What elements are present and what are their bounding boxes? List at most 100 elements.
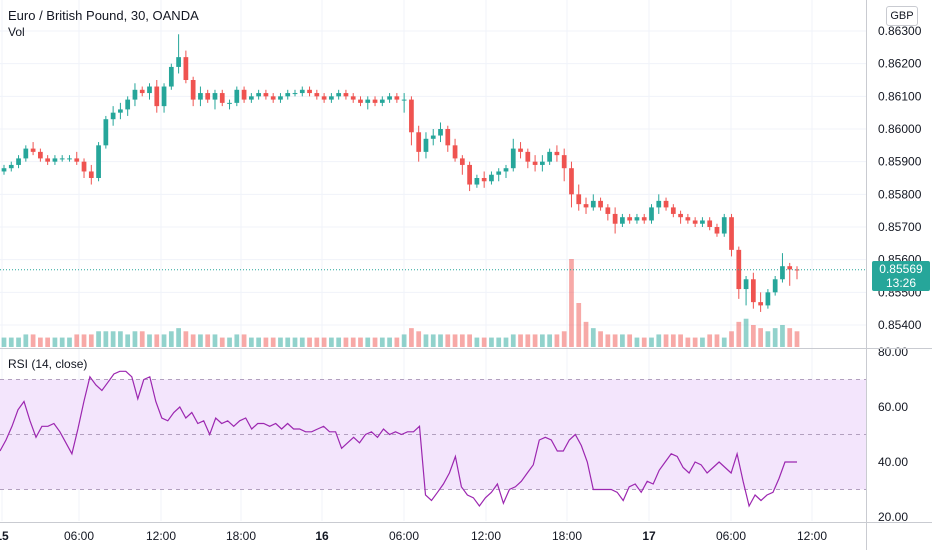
candle-body <box>729 217 734 250</box>
candle-body <box>183 57 189 80</box>
candle-body <box>525 151 531 162</box>
time-tick-label: 06:00 <box>389 529 419 543</box>
volume-bar <box>307 337 312 347</box>
volume-bar <box>496 337 502 347</box>
rsi-tick-label: 40.00 <box>878 455 908 469</box>
volume-bar <box>758 328 763 347</box>
candle-body <box>38 151 43 159</box>
time-tick-label: 12:00 <box>471 529 501 543</box>
volume-bar <box>321 337 327 347</box>
candle-body <box>23 148 29 159</box>
time-tick-label: 18:00 <box>226 529 256 543</box>
candle-body <box>692 220 698 224</box>
volume-bar <box>139 331 145 347</box>
volume-bar <box>379 337 385 347</box>
volume-bar <box>74 334 80 347</box>
volume-bar <box>132 331 138 347</box>
volume-bar <box>103 331 109 347</box>
time-tick-label: 12:00 <box>797 529 827 543</box>
candle-body <box>147 86 152 94</box>
price-tick-label: 0.85900 <box>878 155 922 169</box>
candle-body <box>459 158 465 165</box>
candle-body <box>634 217 640 221</box>
chart-title: Euro / British Pound, 30, OANDA <box>8 8 199 23</box>
candle-body <box>350 96 356 100</box>
volume-bar <box>16 337 21 347</box>
candle-body <box>547 151 553 162</box>
last-price-value: 0.85569 <box>879 262 923 276</box>
currency-button[interactable]: GBP <box>886 6 918 26</box>
candle-body <box>554 151 560 156</box>
volume-bar <box>387 337 392 347</box>
price-tick-label: 0.85400 <box>878 318 922 332</box>
volume-bar <box>45 337 51 347</box>
candle-body <box>780 266 785 280</box>
volume-bar <box>430 334 436 347</box>
volume-bar <box>554 334 560 347</box>
time-tick-label: 06:00 <box>64 529 94 543</box>
time-tick-label: 16 <box>315 529 329 543</box>
candle-body <box>423 138 429 152</box>
volume-bar <box>38 337 43 347</box>
candle-body <box>139 89 145 94</box>
candle-body <box>620 217 625 224</box>
volume-bar <box>772 328 778 347</box>
price-tick-label: 0.85700 <box>878 220 922 234</box>
volume-bar <box>576 303 582 347</box>
candle-body <box>132 89 138 100</box>
candle-body <box>219 93 225 103</box>
volume-bar <box>314 337 320 347</box>
volume-bar <box>52 337 58 347</box>
candle-body <box>205 93 211 100</box>
volume-bar <box>474 337 480 347</box>
candle-body <box>161 86 167 107</box>
volume-bar <box>787 328 793 347</box>
candle-body <box>248 96 254 100</box>
volume-bar <box>561 331 567 347</box>
candle-body <box>314 93 320 97</box>
volume-bar <box>96 331 101 347</box>
volume-bar <box>336 337 342 347</box>
candle-body <box>292 93 298 95</box>
candle-body <box>358 99 363 103</box>
volume-bar <box>656 334 662 347</box>
volume-bar <box>794 331 800 347</box>
volume-bar <box>634 337 640 347</box>
candle-body <box>721 217 727 234</box>
candle-body <box>212 93 218 100</box>
volume-bar <box>241 334 247 347</box>
volume-bar <box>510 334 516 347</box>
volume-bar <box>525 334 531 347</box>
candle-body <box>678 213 683 218</box>
candle-body <box>758 302 763 306</box>
volume-bar <box>692 337 698 347</box>
rsi-tick-label: 20.00 <box>878 510 908 524</box>
time-tick-label: 15 <box>0 529 9 543</box>
candle-body <box>329 96 334 100</box>
volume-bar <box>125 334 131 347</box>
candle-body <box>379 99 385 103</box>
candle-body <box>649 207 654 221</box>
candle-body <box>794 269 800 271</box>
volume-bar <box>372 337 378 347</box>
candle-body <box>772 279 778 293</box>
candle-body <box>278 96 283 100</box>
candle-body <box>598 200 603 208</box>
candle-body <box>125 99 131 110</box>
candle-body <box>561 155 567 169</box>
volume-bar <box>641 337 647 347</box>
candle-body <box>198 93 203 100</box>
candle-body <box>372 99 378 103</box>
candle-body <box>343 93 349 97</box>
volume-bar <box>161 334 167 347</box>
candle-body <box>103 119 109 146</box>
volume-bar <box>110 331 116 347</box>
candle-body <box>685 217 691 221</box>
volume-bar <box>263 337 269 347</box>
volume-bar <box>183 331 189 347</box>
volume-bar <box>270 337 276 347</box>
volume-bar <box>23 334 29 347</box>
volume-bar <box>205 334 211 347</box>
volume-bar <box>721 337 727 347</box>
